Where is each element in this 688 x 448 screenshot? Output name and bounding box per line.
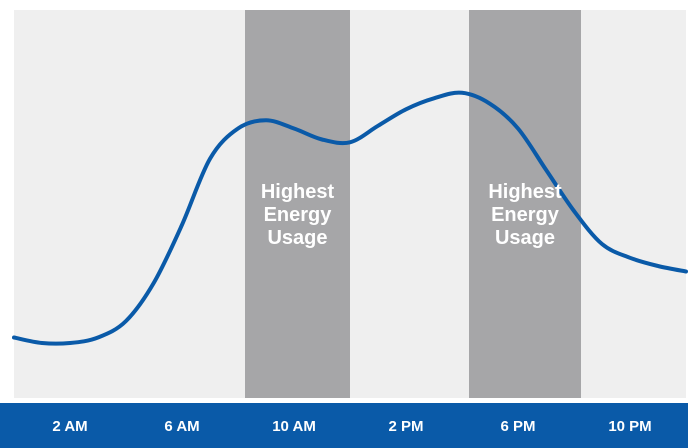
highlight-band-2: [469, 10, 581, 398]
band-label-1: Highest Energy Usage: [261, 181, 335, 249]
band-label-line: Energy: [491, 204, 560, 226]
x-tick-label-4: 2 PM: [388, 418, 423, 435]
band-label-line: Highest: [261, 181, 335, 203]
x-tick-label-6: 10 PM: [608, 418, 651, 435]
x-tick-label-5: 6 PM: [500, 418, 535, 435]
x-axis-bar: [0, 403, 688, 448]
band-label-line: Highest: [488, 181, 562, 203]
band-label-line: Usage: [495, 227, 555, 249]
series-line: [12, 90, 688, 346]
band-label-line: Usage: [267, 227, 327, 249]
x-tick-label-1: 2 AM: [52, 418, 87, 435]
highlight-bands: [245, 10, 581, 398]
x-tick-label-2: 6 AM: [164, 418, 199, 435]
x-tick-label-3: 10 AM: [272, 418, 316, 435]
band-label-2: Highest Energy Usage: [488, 181, 562, 249]
x-axis-ticks: 2 AM 6 AM 10 AM 2 PM 6 PM 10 PM: [52, 418, 651, 435]
highlight-band-1: [245, 10, 350, 398]
band-label-line: Energy: [264, 204, 333, 226]
